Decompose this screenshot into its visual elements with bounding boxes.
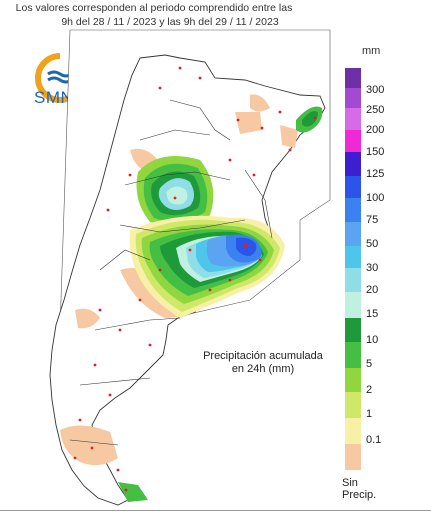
logo-text: SMN bbox=[34, 88, 74, 107]
legend-swatch bbox=[345, 68, 361, 88]
legend-swatch bbox=[345, 246, 361, 268]
legend-swatch bbox=[345, 88, 361, 108]
legend-swatch bbox=[345, 108, 361, 130]
legend-swatch bbox=[345, 368, 361, 392]
no-precip-patch bbox=[280, 125, 298, 148]
legend-label: 100 bbox=[366, 192, 385, 204]
no-precip-patch bbox=[75, 308, 100, 329]
legend-swatch bbox=[345, 318, 361, 342]
legend-label: 10 bbox=[366, 334, 379, 346]
legend-no-precip-label: Sin Precip. bbox=[342, 477, 377, 501]
legend-swatch bbox=[345, 342, 361, 368]
legend-swatch bbox=[345, 176, 361, 198]
province-borders bbox=[69, 99, 273, 446]
header-line-1: Los valores corresponden al periodo comp… bbox=[15, 2, 293, 14]
legend-color-bar bbox=[345, 68, 361, 470]
weather-stations bbox=[73, 66, 317, 492]
no-precip-patch bbox=[235, 112, 262, 134]
legend-swatch bbox=[345, 268, 361, 292]
legend-swatch bbox=[345, 392, 361, 418]
no-precip-patch bbox=[60, 425, 118, 466]
legend-swatch bbox=[345, 444, 361, 470]
no-precip-patch bbox=[250, 94, 270, 112]
legend-label: 15 bbox=[366, 308, 379, 320]
legend-label: 125 bbox=[366, 168, 385, 180]
legend-label: 0.1 bbox=[366, 434, 382, 446]
map-caption: Precipitación acumulada en 24h (mm) bbox=[203, 350, 323, 375]
legend-swatch bbox=[345, 152, 361, 176]
legend-label: 30 bbox=[366, 262, 379, 274]
precip-cyan-light bbox=[166, 186, 188, 205]
legend-label: 250 bbox=[366, 104, 385, 116]
header-line-2: 9h del 28 / 11 / 2023 y las 9h del 29 / … bbox=[61, 16, 279, 28]
legend-label: 200 bbox=[366, 124, 385, 136]
legend-swatch bbox=[345, 130, 361, 152]
legend-label: 75 bbox=[366, 214, 379, 226]
footer-divider bbox=[0, 510, 431, 511]
legend-unit: mm bbox=[362, 45, 381, 57]
precip-green-south bbox=[118, 482, 148, 502]
precip-green-dark-ne bbox=[302, 111, 318, 127]
legend-label: 20 bbox=[366, 284, 379, 296]
legend-label: 2 bbox=[366, 384, 373, 396]
legend-label: 50 bbox=[366, 238, 379, 250]
legend-label: 150 bbox=[366, 146, 385, 158]
legend-label: 5 bbox=[366, 358, 373, 370]
legend-label: 300 bbox=[366, 84, 385, 96]
legend-swatch bbox=[345, 292, 361, 318]
legend-label: 1 bbox=[366, 408, 373, 420]
legend-swatch bbox=[345, 222, 361, 246]
legend-swatch bbox=[345, 418, 361, 444]
legend-swatch bbox=[345, 198, 361, 222]
